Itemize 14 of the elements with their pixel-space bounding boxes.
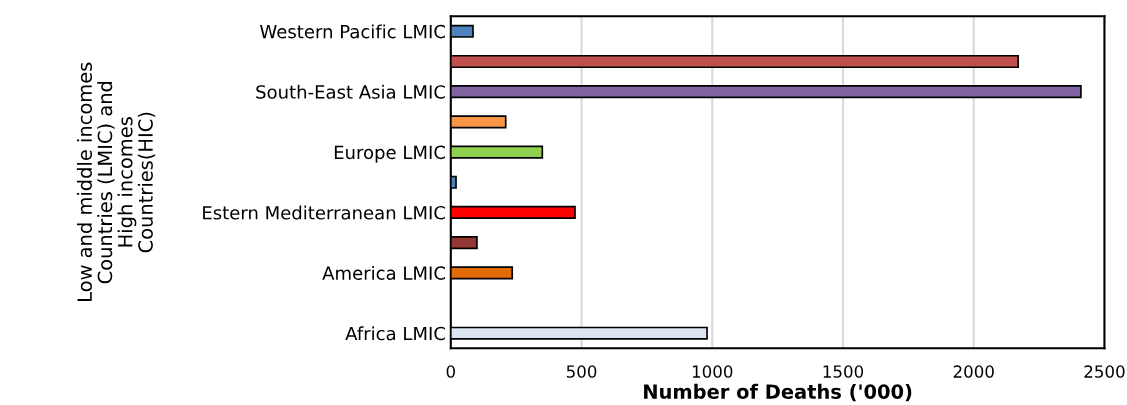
y-tick-label: Western Pacific LMIC	[260, 24, 445, 39]
x-tick-label: 1000	[692, 365, 733, 378]
x-tick-label: 500	[566, 365, 597, 378]
x-tick-label: 2500	[1084, 365, 1125, 378]
y-tick-label: America LMIC	[322, 265, 445, 280]
x-tick-label: 0	[446, 365, 455, 378]
y-axis-title: Low and middle incomes Countries (LMIC) and High incomes Countries(HIC)	[76, 62, 156, 301]
x-axis-title: Number of Deaths ('000)	[644, 383, 912, 402]
x-tick-label: 1500	[823, 365, 864, 378]
y-tick-label: Estern Mediterranean LMIC	[203, 205, 445, 220]
y-tick-label: Europe LMIC	[334, 145, 445, 163]
y-tick-label: South-East Asia LMIC	[256, 84, 445, 99]
y-tick-label: Africa LMIC	[345, 326, 445, 341]
x-tick-label: 2000	[953, 365, 994, 378]
